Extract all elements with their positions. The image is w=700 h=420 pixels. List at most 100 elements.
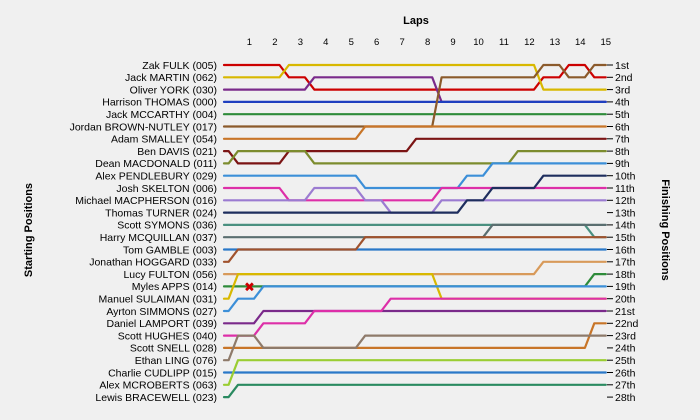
finishing-position-label: 17th	[615, 257, 636, 269]
finishing-position-label: 19th	[615, 281, 636, 293]
driver-label: Jonathan HOGGARD (033)	[89, 257, 217, 269]
finishing-position-labels: 1st2nd3rd4th5th6th7th8th9th10th11th12th1…	[607, 60, 639, 404]
driver-label: Manuel SULAIMAN (031)	[99, 294, 217, 306]
driver-label: Adam SMALLEY (054)	[111, 134, 217, 146]
driver-label: Myles APPS (014)	[132, 281, 217, 293]
series-line	[222, 383, 607, 399]
finishing-position-label: 8th	[615, 146, 630, 158]
lap-tick-label: 15	[600, 37, 611, 48]
series-line	[222, 297, 607, 337]
finishing-position-label: 10th	[615, 171, 636, 183]
finishing-position-label: 24th	[615, 343, 636, 355]
driver-label: Alex PENDLEBURY (029)	[95, 171, 217, 183]
driver-label: Josh SKELTON (006)	[116, 183, 217, 195]
finishing-position-label: 3rd	[615, 84, 630, 96]
finishing-position-label: 1st	[615, 60, 629, 72]
driver-label: Thomas TURNER (024)	[105, 207, 217, 219]
lap-tick-label: 11	[499, 37, 509, 48]
driver-label: Harry MCQUILLAN (037)	[100, 232, 217, 244]
finishing-position-label: 20th	[615, 294, 636, 306]
finishing-position-label: 25th	[615, 355, 636, 367]
driver-label: Dean MACDONALD (011)	[95, 158, 217, 170]
finishing-position-label: 16th	[615, 244, 636, 256]
series-lines	[222, 63, 607, 399]
series-line	[222, 223, 607, 239]
driver-label: Oliver YORK (030)	[130, 84, 217, 96]
driver-label: Jack MARTIN (062)	[125, 72, 217, 84]
driver-label: Scott HUGHES (040)	[118, 330, 217, 342]
finishing-position-label: 27th	[615, 380, 636, 392]
finishing-position-label: 26th	[615, 367, 636, 379]
series-line	[222, 223, 607, 239]
lap-tick-label: 1	[247, 37, 252, 48]
finishing-position-label: 14th	[615, 220, 636, 232]
finishing-position-label: 18th	[615, 269, 636, 281]
series-line	[222, 334, 607, 362]
finishing-position-label: 23rd	[615, 330, 636, 342]
lap-tick-label: 2	[272, 37, 277, 48]
finishing-position-label: 13th	[615, 207, 636, 219]
finishing-position-label: 7th	[615, 134, 630, 146]
driver-label: Michael MACPHERSON (016)	[75, 195, 217, 207]
driver-label: Scott SYMONS (036)	[117, 220, 217, 232]
annotations: ✖	[244, 280, 255, 295]
series-line	[222, 150, 607, 165]
driver-label: Alex MCROBERTS (063)	[99, 380, 217, 392]
lap-tick-label: 9	[450, 37, 455, 48]
y-axis-title-right: Finishing Positions	[659, 179, 671, 280]
lap-tick-label: 3	[298, 37, 303, 48]
driver-label: Scott SNELL (028)	[130, 343, 217, 355]
driver-label: Zak FULK (005)	[142, 60, 217, 72]
driver-label: Ethan LING (076)	[135, 355, 217, 367]
driver-label: Ayrton SIMMONS (027)	[106, 306, 217, 318]
driver-label: Daniel LAMPORT (039)	[107, 318, 218, 330]
finishing-position-label: 4th	[615, 97, 630, 109]
finishing-position-label: 12th	[615, 195, 636, 207]
driver-labels: Zak FULK (005)Jack MARTIN (062)Oliver YO…	[70, 60, 217, 404]
series-line	[222, 174, 607, 214]
lap-tick-label: 6	[374, 37, 379, 48]
finishing-position-label: 9th	[615, 158, 630, 170]
x-axis-title: Laps	[403, 15, 429, 27]
driver-label: Charlie CUDLIPP (015)	[108, 367, 217, 379]
lap-tick-label: 12	[524, 37, 535, 48]
series-line	[222, 285, 607, 313]
series-line	[222, 63, 607, 91]
y-axis-title-left: Starting Positions	[23, 183, 35, 277]
lap-tick-label: 10	[473, 37, 484, 48]
lap-tick-label: 14	[575, 37, 586, 48]
lap-tick-label: 5	[349, 37, 354, 48]
finishing-position-label: 6th	[615, 121, 630, 133]
finishing-position-label: 2nd	[615, 72, 633, 84]
series-line	[222, 186, 607, 202]
lap-tick-label: 13	[550, 37, 561, 48]
driver-label: Lewis BRACEWELL (023)	[95, 392, 217, 404]
finishing-position-label: 5th	[615, 109, 630, 121]
driver-label: Jack MCCARTHY (004)	[106, 109, 217, 121]
driver-label: Lucy FULTON (056)	[123, 269, 217, 281]
series-line	[222, 162, 607, 190]
driver-label: Jordan BROWN-NUTLEY (017)	[70, 121, 217, 133]
series-line	[222, 260, 607, 276]
driver-label: Ben DAVIS (021)	[137, 146, 217, 158]
finishing-position-label: 28th	[615, 392, 636, 404]
series-line	[222, 359, 607, 386]
driver-label: Harrison THOMAS (000)	[102, 97, 217, 109]
lap-tick-labels: 1 2 3 4 5 6 7 8 9 10 11 12 13 14 15	[247, 37, 611, 48]
incident-marker: ✖	[244, 280, 255, 295]
series-line	[222, 309, 607, 325]
driver-label: Tom GAMBLE (003)	[123, 244, 217, 256]
lap-tick-label: 4	[323, 37, 328, 48]
finishing-position-label: 22nd	[615, 318, 639, 330]
series-line	[222, 137, 607, 165]
finishing-position-label: 15th	[615, 232, 636, 244]
lap-tick-label: 8	[425, 37, 430, 48]
finishing-position-label: 11th	[615, 183, 635, 195]
series-line	[222, 273, 607, 288]
lap-tick-label: 7	[400, 37, 405, 48]
finishing-position-label: 21st	[615, 306, 635, 318]
series-line	[222, 125, 607, 140]
series-line	[222, 236, 607, 263]
